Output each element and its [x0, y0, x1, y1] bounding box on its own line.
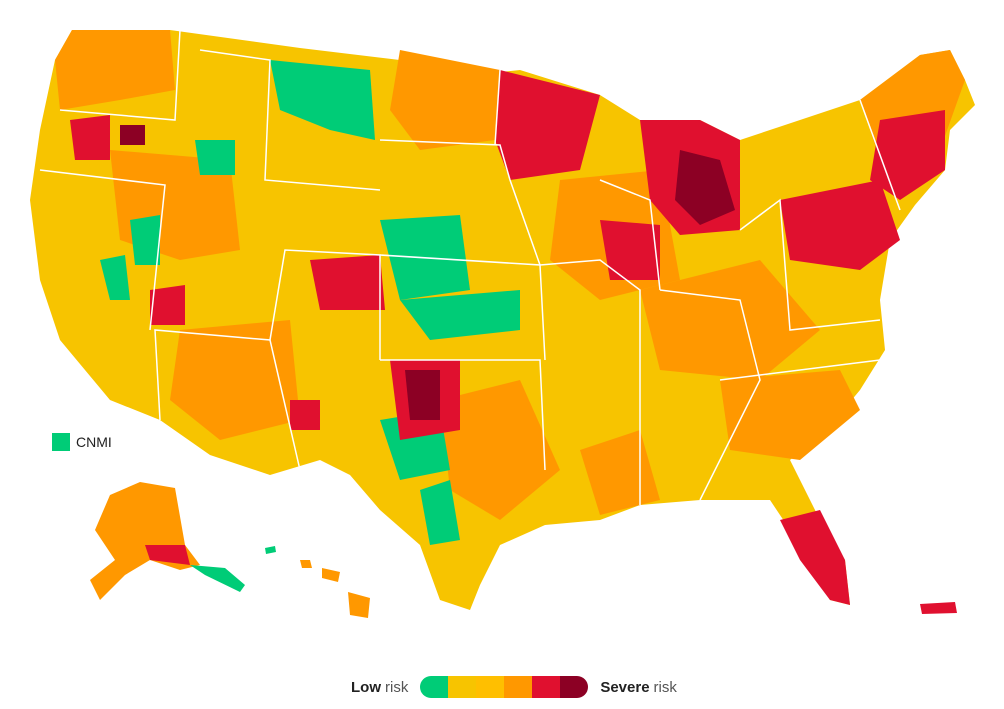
- legend-scale: [420, 676, 589, 698]
- cnmi-marker: CNMI: [52, 433, 112, 451]
- alaska-islands: [190, 565, 245, 592]
- legend-severe-suffix: risk: [653, 678, 677, 696]
- state-borders: [39, 29, 901, 505]
- cnmi-swatch: [52, 433, 70, 451]
- low-risk-regions: [100, 60, 520, 545]
- alaska: [90, 482, 200, 600]
- legend-swatch-substantial: [504, 676, 533, 698]
- risk-legend: Low risk Severe risk: [351, 676, 677, 698]
- legend-swatch-severe: [560, 676, 589, 698]
- legend-swatch-very-high: [532, 676, 561, 698]
- cnmi-label: CNMI: [76, 434, 112, 450]
- severe-risk-regions: [120, 125, 735, 420]
- legend-swatch-moderate: [448, 676, 477, 698]
- hawaii: [265, 546, 370, 618]
- legend-low-bold: Low: [351, 678, 381, 696]
- alaska-red: [145, 545, 190, 565]
- legend-severe-bold: Severe: [600, 678, 650, 696]
- legend-swatch-low: [420, 676, 449, 698]
- legend-swatch-elevated: [476, 676, 505, 698]
- legend-low-suffix: risk: [385, 678, 409, 696]
- puerto-rico: [920, 602, 957, 614]
